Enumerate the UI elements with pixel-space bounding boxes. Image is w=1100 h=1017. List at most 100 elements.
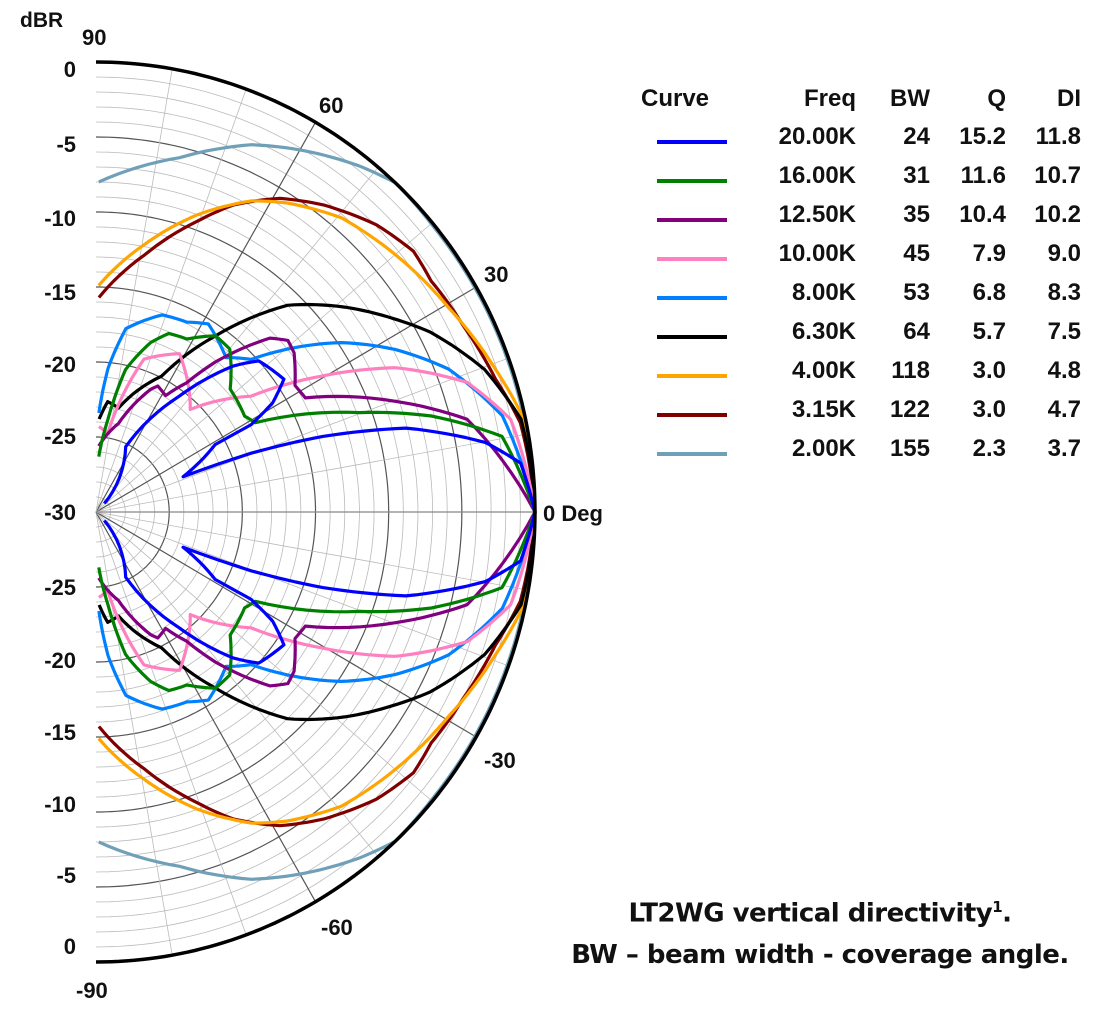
legend-freq: 3.15K [791,396,856,423]
legend-bw: 53 [903,279,930,306]
legend-q: 5.7 [972,318,1006,345]
grid-spoke [95,286,477,513]
angle-label-0: 0 Deg [543,501,603,526]
legend-di: 11.8 [1035,123,1081,150]
polar-plot [95,60,537,964]
grid-spoke [95,511,317,903]
grid-spoke [95,511,173,956]
angle-label-60: 60 [319,93,344,118]
radial-tick-label: -20 [44,352,76,377]
angle-label-30: 30 [484,262,509,287]
legend-swatch [657,296,727,300]
legend-swatch [657,413,727,417]
outer-ring-0db [95,60,537,964]
legend-freq: 4.00K [791,357,856,384]
legend-header: Curve Freq BW Q DI [630,85,1090,121]
radial-tick-label: -25 [44,575,76,600]
header-q: Q [987,85,1006,112]
legend-swatch [657,257,727,261]
grid-spoke [95,222,433,513]
legend-freq: 16.00K [778,162,856,189]
angle-label-minus60: -60 [321,915,353,940]
radial-tick-label: -20 [44,648,76,673]
legend-row: 3.15K 122 3.0 4.7 [630,396,1090,432]
legend-di: 9.0 [1047,240,1081,267]
legend-di: 3.7 [1047,435,1081,462]
legend-bw: 45 [903,240,930,267]
grid-spoke [95,167,379,513]
radial-tick-label: -5 [56,132,76,157]
grid-spoke [95,68,173,513]
grid-spoke [95,511,379,857]
legend-freq: 8.00K [791,279,856,306]
caption-line-1: LT2WG vertical directivity1. [540,898,1100,929]
legend-q: 7.9 [972,240,1006,267]
caption-period: . [1002,898,1012,929]
legend-swatch [657,374,727,378]
legend-di: 10.7 [1034,162,1081,189]
legend-di: 4.8 [1047,357,1081,384]
header-bw: BW [890,85,930,112]
grid-spoke [95,89,247,513]
legend-q: 2.3 [972,435,1006,462]
header-curve: Curve [641,85,710,112]
legend-bw: 24 [903,123,930,150]
legend-bw: 31 [903,162,930,189]
legend-q: 15.2 [959,123,1006,150]
grid-spoke [95,511,247,935]
caption-footnote-mark: 1 [992,898,1003,916]
legend-bw: 155 [889,435,930,462]
legend-q: 3.0 [972,396,1006,423]
radial-tick-label: -10 [44,792,76,817]
radial-tick-label: 0 [63,57,76,82]
caption-line-2: BW – beam width - coverage angle. [571,940,1069,970]
radial-tick-label: -5 [56,863,76,888]
legend-swatch [657,335,727,339]
legend-swatch [657,452,727,456]
legend-bw: 35 [903,201,930,228]
legend-q: 10.4 [959,201,1006,228]
radial-axis-label: dBR [20,9,64,32]
legend-freq: 6.30K [791,318,856,345]
legend-row: 16.00K 31 11.6 10.7 [630,162,1090,198]
radial-tick-label: -10 [44,206,76,231]
legend-row: 2.00K 155 2.3 3.7 [630,435,1090,471]
radial-tick-label: -15 [44,720,76,745]
legend-row: 8.00K 53 6.8 8.3 [630,279,1090,315]
legend-row: 10.00K 45 7.9 9.0 [630,240,1090,276]
angle-label-90: 90 [82,25,107,50]
legend-row: 20.00K 24 15.2 11.8 [630,123,1090,159]
angle-label-minus30: -30 [484,748,516,773]
legend-q: 6.8 [972,279,1006,306]
header-di: DI [1057,85,1081,112]
grid-spoke [95,511,529,591]
legend-bw: 64 [903,318,930,345]
legend-swatch [657,140,727,144]
legend-row: 12.50K 35 10.4 10.2 [630,201,1090,237]
legend-freq: 20.00K [778,123,856,150]
legend-row: 4.00K 118 3.0 4.8 [630,357,1090,393]
legend-swatch [657,179,727,183]
legend-freq: 10.00K [778,240,856,267]
radial-tick-label: -15 [44,280,76,305]
grid-spoke [95,511,433,802]
legend-freq: 12.50K [778,201,856,228]
angle-label-minus90: -90 [76,978,108,1003]
radial-tick-label: 0 [63,934,76,959]
legend-di: 10.2 [1034,201,1081,228]
legend-freq: 2.00K [791,435,856,462]
legend-di: 7.5 [1047,318,1081,345]
radial-tick-label: -25 [44,424,76,449]
radial-tick-label-center: -30 [44,500,76,525]
header-freq: Freq [803,85,856,112]
legend-swatch [657,218,727,222]
legend-di: 8.3 [1047,279,1081,306]
legend-row: 6.30K 64 5.7 7.5 [630,318,1090,354]
grid-spoke [95,357,509,513]
legend-q: 3.0 [972,357,1006,384]
legend-di: 4.7 [1047,396,1081,423]
caption-title: LT2WG vertical directivity [628,898,993,929]
grid-spoke [95,433,529,513]
legend-bw: 118 [891,357,930,384]
grid-spoke [95,511,477,738]
